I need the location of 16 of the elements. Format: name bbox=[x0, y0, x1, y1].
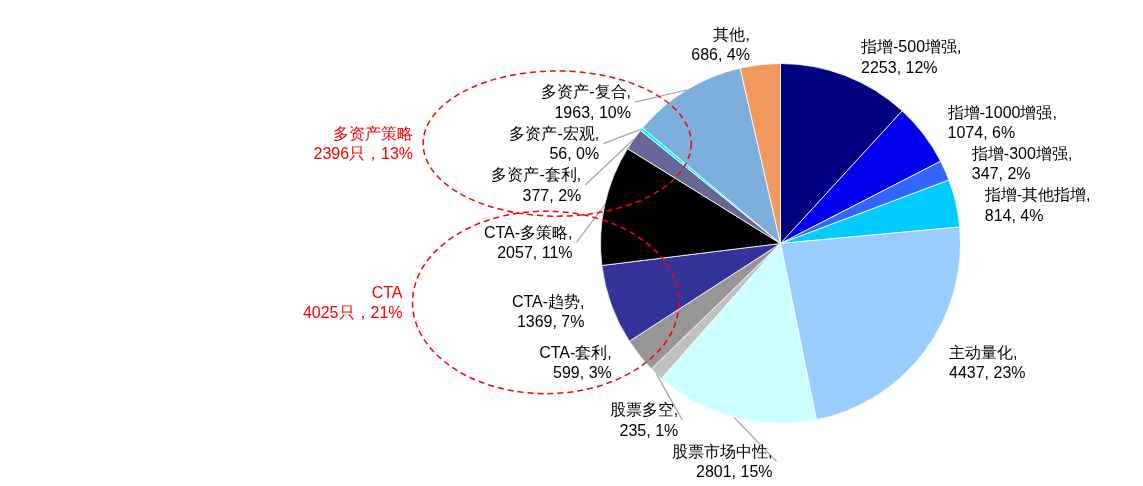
slice-label: 股票多空, 235, 1% bbox=[609, 401, 679, 439]
slice-label: 多资产-宏观, 56, 0% bbox=[509, 124, 600, 163]
slice-label: 主动量化, 4437, 23% bbox=[949, 344, 1026, 382]
slice-label: 股票市场中性, 2801, 15% bbox=[672, 442, 773, 480]
slice-label: CTA-套利, 599, 3% bbox=[539, 343, 612, 382]
slice-label: 其他, 686, 4% bbox=[691, 26, 750, 64]
slice-label: 指增-300增强, 347, 2% bbox=[970, 144, 1073, 183]
slice-label: 指增-500增强, 2253, 12% bbox=[860, 38, 962, 76]
slice-label: 多资产-套利, 377, 2% bbox=[491, 166, 582, 204]
slice-label: 指增-1000增强, 1074, 6% bbox=[946, 103, 1057, 141]
slice-label: CTA-趋势, 1369, 7% bbox=[511, 293, 585, 331]
text: CTA 4025只，21% bbox=[302, 283, 403, 322]
slice-label: 指增-其他指增, 814, 4% bbox=[983, 186, 1091, 224]
slice-label: CTA-多策略, 2057, 11% bbox=[483, 223, 573, 262]
slice-label: 多资产-复合, 1963, 10% bbox=[541, 83, 631, 121]
text: 多资产策略 2396只，13% bbox=[313, 124, 414, 163]
